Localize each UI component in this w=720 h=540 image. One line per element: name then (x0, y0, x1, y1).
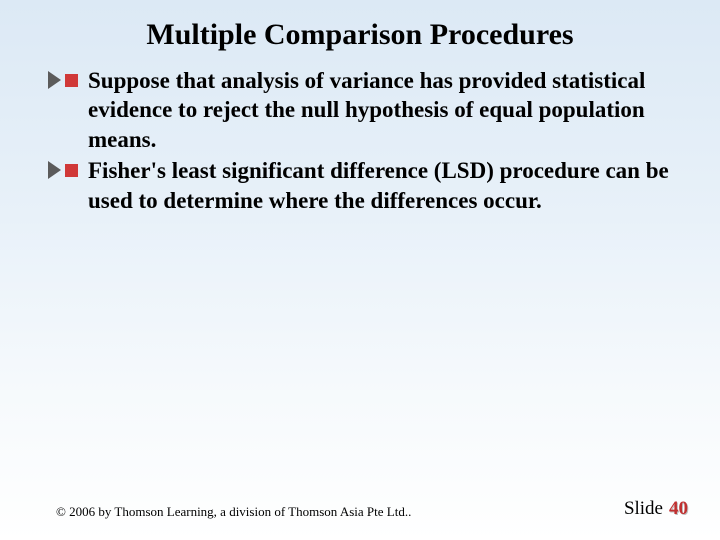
bullet-marker (48, 161, 78, 179)
bullet-marker (48, 71, 78, 89)
bullet-text: Fisher's least significant difference (L… (88, 156, 680, 215)
arrow-icon (48, 161, 61, 179)
bullet-text: Suppose that analysis of variance has pr… (88, 66, 680, 154)
slide-word: Slide (624, 498, 663, 520)
slide-number: 40 (669, 498, 688, 520)
arrow-icon (48, 71, 61, 89)
footer: © 2006 by Thomson Learning, a division o… (0, 498, 720, 520)
bullet-item: Suppose that analysis of variance has pr… (48, 66, 680, 154)
content-area: Suppose that analysis of variance has pr… (0, 66, 720, 215)
slide-title: Multiple Comparison Procedures (0, 0, 720, 66)
square-icon (65, 164, 78, 177)
copyright-text: © 2006 by Thomson Learning, a division o… (56, 504, 411, 520)
bullet-item: Fisher's least significant difference (L… (48, 156, 680, 215)
square-icon (65, 74, 78, 87)
slide-indicator: Slide 40 (624, 498, 688, 520)
